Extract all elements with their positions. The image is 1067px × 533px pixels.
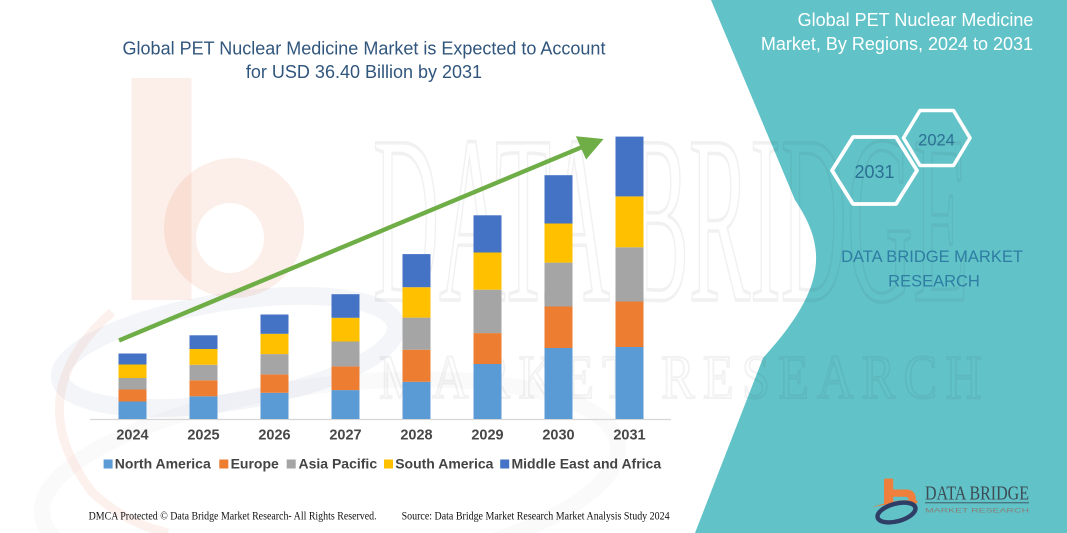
svg-text:DATA BRIDGE: DATA BRIDGE (925, 483, 1029, 505)
svg-text:for USD 36.40 Billion by 2031: for USD 36.40 Billion by 2031 (246, 62, 482, 82)
svg-text:2030: 2030 (542, 428, 574, 444)
svg-text:DATA BRIDGE MARKET: DATA BRIDGE MARKET (841, 248, 1023, 266)
svg-text:2031: 2031 (613, 428, 645, 444)
svg-text:North America: North America (115, 456, 211, 472)
svg-text:Global PET Nuclear Medicine: Global PET Nuclear Medicine (798, 10, 1034, 30)
svg-text:2028: 2028 (400, 428, 432, 444)
svg-text:Source: Data Bridge Market Res: Source: Data Bridge Market Research Mark… (402, 511, 670, 523)
svg-text:Europe: Europe (231, 456, 279, 472)
svg-text:2024: 2024 (918, 132, 955, 150)
svg-text:2029: 2029 (471, 428, 503, 444)
svg-text:MARKET RESEARCH: MARKET RESEARCH (379, 344, 990, 412)
svg-text:MARKET RESEARCH: MARKET RESEARCH (925, 508, 1029, 515)
svg-text:DMCA Protected © Data Bridge M: DMCA Protected © Data Bridge Market Rese… (89, 511, 377, 523)
svg-text:RESEARCH: RESEARCH (888, 273, 980, 291)
svg-text:2026: 2026 (258, 428, 290, 444)
svg-text:Asia Pacific: Asia Pacific (299, 456, 378, 472)
svg-text:Middle East and Africa: Middle East and Africa (512, 456, 662, 472)
svg-text:Global PET Nuclear Medicine Ma: Global PET Nuclear Medicine Market is Ex… (123, 39, 606, 59)
svg-text:2027: 2027 (329, 428, 361, 444)
svg-text:2031: 2031 (854, 162, 894, 182)
svg-text:Market, By Regions, 2024 to 20: Market, By Regions, 2024 to 2031 (761, 34, 1033, 54)
svg-text:2025: 2025 (187, 428, 219, 444)
svg-text:South America: South America (395, 456, 493, 472)
svg-text:2024: 2024 (116, 428, 148, 444)
svg-text:DATA BRIDGE: DATA BRIDGE (373, 86, 969, 352)
